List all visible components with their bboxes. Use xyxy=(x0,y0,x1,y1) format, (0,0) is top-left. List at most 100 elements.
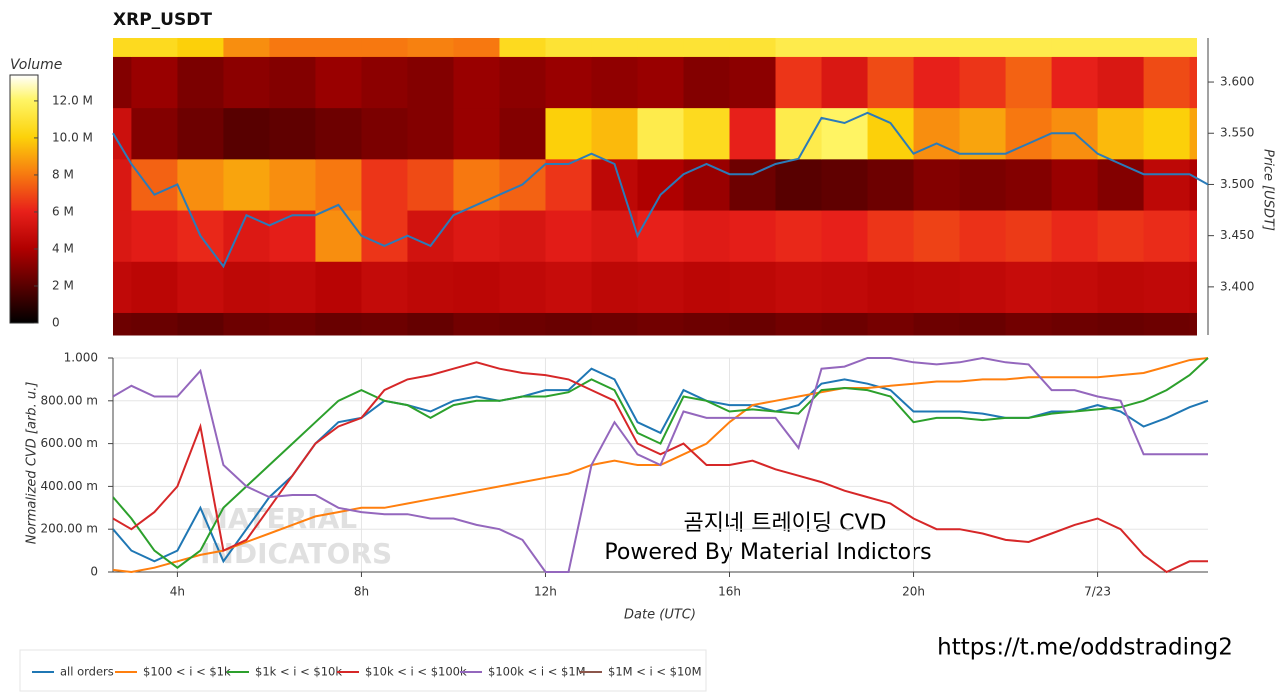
heat-cell xyxy=(591,210,638,262)
x-tick-label: 16h xyxy=(718,585,741,599)
heat-cell xyxy=(113,158,132,211)
heat-cell xyxy=(269,312,316,336)
heat-cell xyxy=(867,158,915,211)
heat-cell xyxy=(959,38,1007,57)
heat-cell xyxy=(1051,158,1099,211)
heat-cell xyxy=(131,158,178,211)
heat-cell xyxy=(591,38,638,57)
heat-cell xyxy=(637,261,685,313)
heat-cell xyxy=(113,56,132,109)
y-axis-label: Normalized CVD [arb. u.] xyxy=(25,382,40,545)
heat-cell xyxy=(1005,261,1053,313)
heat-cell xyxy=(637,158,685,211)
annotation: https://t.me/oddstrading2 xyxy=(937,635,1233,661)
heat-cell xyxy=(1189,107,1197,160)
heat-cell xyxy=(729,261,777,313)
legend-label: $100 < i < $1k xyxy=(143,665,231,679)
heat-cell xyxy=(453,210,500,262)
heat-cell xyxy=(1005,38,1053,57)
y-tick-label: 600.00 m xyxy=(41,436,99,450)
heat-cell xyxy=(177,261,224,313)
heat-cell xyxy=(545,38,592,57)
heat-cell xyxy=(131,38,178,57)
heat-cell xyxy=(407,56,454,109)
heat-cell xyxy=(1097,261,1145,313)
heat-cell xyxy=(315,56,362,109)
heat-cell xyxy=(1051,210,1099,262)
heat-cell xyxy=(177,312,224,336)
heat-cell xyxy=(545,158,592,211)
heat-cell xyxy=(867,210,915,262)
heat-cell xyxy=(913,56,961,109)
heat-cell xyxy=(453,312,500,336)
price-line xyxy=(112,111,1209,269)
heat-cell xyxy=(545,312,592,336)
annotation: 곰지네 트레이딩 CVD xyxy=(683,511,886,536)
heat-cell xyxy=(1097,158,1145,211)
heat-cell xyxy=(223,38,270,57)
heat-cell xyxy=(821,210,869,262)
heat-cell xyxy=(683,158,731,211)
heat-cell xyxy=(867,38,915,57)
x-axis-label: Date (UTC) xyxy=(624,608,696,623)
heat-cell xyxy=(1189,56,1197,109)
heat-cell xyxy=(959,56,1007,109)
heat-cell xyxy=(1189,210,1197,262)
colorbar-tick-label: 4 M xyxy=(52,241,74,255)
heat-cell xyxy=(361,312,408,336)
heat-cell xyxy=(775,210,823,262)
heat-cell xyxy=(177,38,224,57)
heat-cell xyxy=(131,312,178,336)
heat-cell xyxy=(1005,56,1053,109)
watermark: INDICATORS xyxy=(200,537,392,570)
heat-cell xyxy=(637,210,685,262)
heat-cell xyxy=(499,210,546,262)
heat-cell xyxy=(821,261,869,313)
series-line xyxy=(113,357,1209,569)
heat-cell xyxy=(361,158,408,211)
heat-cell xyxy=(821,312,869,336)
colorbar-tick-label: 6 M xyxy=(52,204,74,218)
heat-cell xyxy=(1051,312,1099,336)
heat-cell xyxy=(683,107,731,160)
heat-cell xyxy=(453,261,500,313)
heat-cell xyxy=(1143,210,1191,262)
heat-cell xyxy=(1143,261,1191,313)
heat-cell xyxy=(1097,56,1145,109)
heat-cell xyxy=(131,210,178,262)
heat-cell xyxy=(959,107,1007,160)
heat-cell xyxy=(775,38,823,57)
chart-title: XRP_USDT xyxy=(113,10,212,30)
heat-cell xyxy=(453,56,500,109)
plot-area xyxy=(113,356,1209,574)
heat-cell xyxy=(591,312,638,336)
colorbar-tick-label: 2 M xyxy=(52,278,74,292)
y2-tick-label: 3.400 xyxy=(1220,279,1254,293)
heat-cell xyxy=(499,38,546,57)
heat-cell xyxy=(913,38,961,57)
x-tick-label: 20h xyxy=(902,585,925,599)
heat-cell xyxy=(591,107,638,160)
heat-cell xyxy=(1051,261,1099,313)
heat-cell xyxy=(315,261,362,313)
heat-cell xyxy=(683,56,731,109)
heat-cell xyxy=(913,158,961,211)
heat-cell xyxy=(223,261,270,313)
y-tick-label: 800.00 m xyxy=(41,393,99,407)
heat-cell xyxy=(223,312,270,336)
heat-cell xyxy=(545,56,592,109)
heat-cell xyxy=(407,312,454,336)
legend-label: $1M < i < $10M xyxy=(608,665,702,679)
heat-cell xyxy=(1051,56,1099,109)
heat-cell xyxy=(1189,158,1197,211)
heat-cell xyxy=(113,107,132,160)
heat-cell xyxy=(269,158,316,211)
heat-cell xyxy=(1097,312,1145,336)
heat-cell xyxy=(729,38,777,57)
heat-cell xyxy=(637,38,685,57)
colorbar-title: Volume xyxy=(10,57,62,73)
heat-cell xyxy=(131,56,178,109)
heat-cell xyxy=(1097,107,1145,160)
legend-label: all orders xyxy=(60,665,114,679)
x-tick-label: 4h xyxy=(170,585,185,599)
